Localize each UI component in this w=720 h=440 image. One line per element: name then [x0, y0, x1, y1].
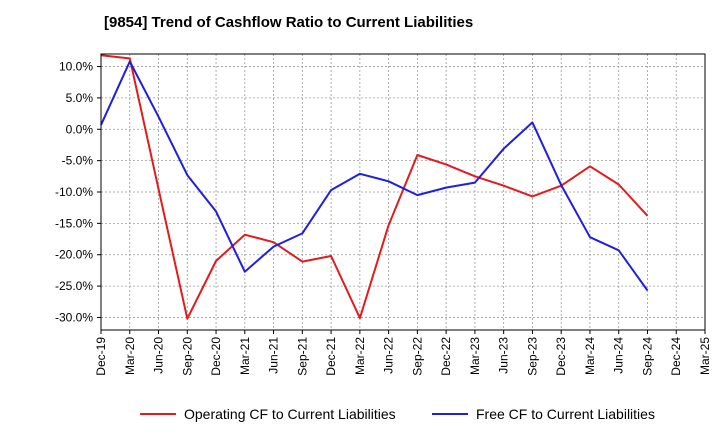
chart-title: [9854] Trend of Cashflow Ratio to Curren…: [104, 14, 474, 31]
series-lines: [100, 54, 649, 320]
x-tick-label: Dec-22: [439, 337, 453, 376]
x-tick-label: Mar-22: [353, 337, 367, 375]
x-tick-label: Jun-22: [382, 337, 396, 374]
legend-swatch-operating-cf: [140, 413, 176, 415]
x-tick-label: Dec-21: [324, 337, 338, 376]
x-tick-label: Sep-24: [640, 337, 654, 376]
x-tick-label: Sep-20: [180, 337, 194, 376]
x-tick-label: Mar-23: [468, 337, 482, 375]
y-tick-label: -15.0%: [55, 216, 93, 230]
x-tick-label: Dec-20: [209, 337, 223, 376]
y-tick-label: -5.0%: [62, 154, 94, 168]
x-tick-label: Mar-21: [238, 337, 252, 375]
legend-label-free-cf: Free CF to Current Liabilities: [476, 406, 655, 422]
legend-item-free-cf: Free CF to Current Liabilities: [432, 405, 655, 423]
x-tick-label: Dec-23: [554, 337, 568, 376]
legend-item-operating-cf: Operating CF to Current Liabilities: [140, 405, 396, 423]
y-tick-label: 5.0%: [66, 91, 94, 105]
x-tick-label: Sep-22: [410, 337, 424, 376]
y-tick-label: 10.0%: [59, 60, 93, 74]
x-tick-label: Jun-21: [267, 337, 281, 374]
plot-frame: [100, 53, 706, 331]
y-tick-label: -20.0%: [55, 248, 93, 262]
y-tick-label: -25.0%: [55, 279, 93, 293]
x-tick-label: Dec-19: [94, 337, 108, 376]
x-tick-label: Mar-20: [123, 337, 137, 375]
legend-label-operating-cf: Operating CF to Current Liabilities: [184, 406, 396, 422]
x-axis-ticks: Dec-19 Mar-20 Jun-20 Sep-20 Dec-20 Mar-21 Jun-…: [94, 330, 712, 376]
legend-swatch-free-cf: [432, 413, 468, 415]
x-tick-label: Jun-24: [612, 337, 626, 374]
y-tick-label: -30.0%: [55, 310, 93, 324]
series-line-free-cf: [100, 60, 649, 292]
x-tick-label: Dec-24: [669, 337, 683, 376]
x-tick-label: Mar-25: [698, 337, 712, 375]
y-tick-label: 0.0%: [66, 122, 94, 136]
x-tick-label: Mar-24: [583, 337, 597, 375]
x-tick-label: Jun-20: [152, 337, 166, 374]
y-tick-label: -10.0%: [55, 185, 93, 199]
x-tick-label: Sep-23: [525, 337, 539, 376]
x-tick-label: Jun-23: [497, 337, 511, 374]
y-axis-ticks: 10.0% 5.0% 0.0% -5.0% -10.0% -15.0% -20.0% -25.…: [55, 60, 101, 324]
x-tick-label: Sep-21: [295, 337, 309, 376]
series-line-operating-cf: [100, 54, 649, 320]
